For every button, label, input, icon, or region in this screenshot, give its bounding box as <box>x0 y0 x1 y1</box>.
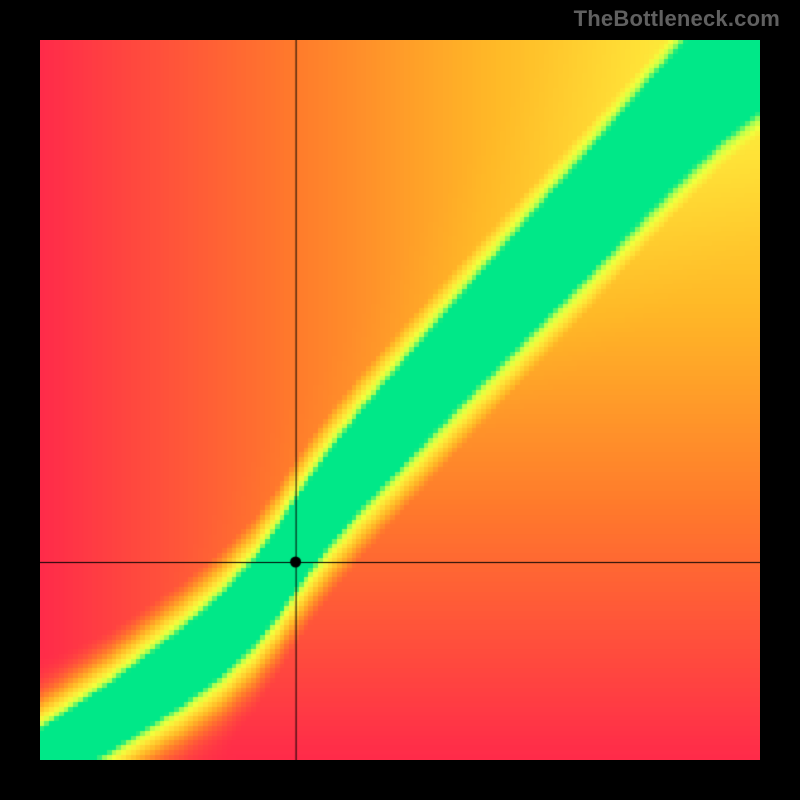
bottleneck-heatmap <box>40 40 760 760</box>
watermark-text: TheBottleneck.com <box>574 6 780 32</box>
